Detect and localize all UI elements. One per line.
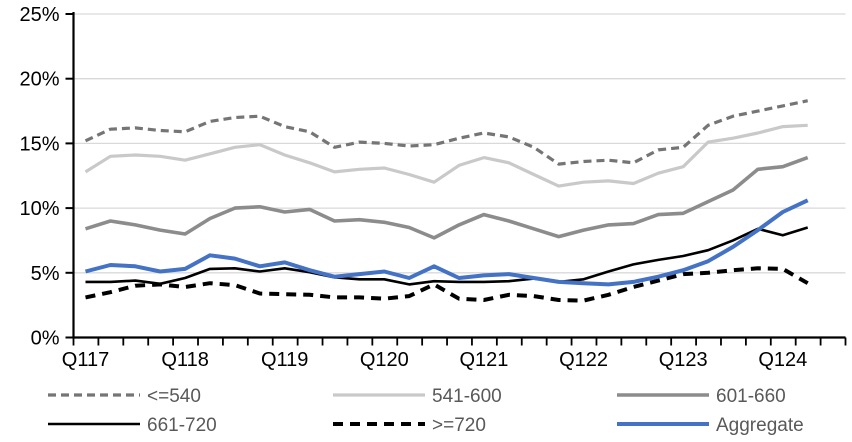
series-line-601-660 (84, 155, 809, 240)
y-tick-label-5: 5% (31, 263, 60, 285)
x-tick-label-Q122: Q122 (559, 349, 608, 371)
x-tick-label-Q121: Q121 (459, 349, 508, 371)
y-tick-label-0: 0% (31, 328, 60, 350)
x-tick-label-Q124: Q124 (758, 349, 807, 371)
x-tick-label-Q119: Q119 (261, 349, 308, 371)
x-tick-label-Q118: Q118 (161, 349, 208, 371)
legend-label-Aggregate: Aggregate (716, 415, 804, 436)
x-tick-label-Q120: Q120 (360, 349, 409, 371)
legend-label-661-720: 661-720 (147, 415, 217, 436)
x-tick-label-Q123: Q123 (659, 349, 708, 371)
x-tick-label-Q117: Q117 (62, 349, 109, 371)
series-line-661-720 (85, 226, 809, 286)
series-line->=720 (85, 266, 809, 303)
legend-label-<=540: <=540 (147, 386, 201, 407)
y-tick-label-25: 25% (19, 4, 59, 26)
y-tick-label-15: 15% (19, 133, 59, 155)
legend-label->=720: >=720 (432, 415, 486, 436)
legend-label-601-660: 601-660 (716, 386, 786, 407)
series-line-541-600 (84, 123, 808, 188)
series-line-<=540 (84, 99, 809, 166)
y-tick-label-10: 10% (19, 198, 59, 220)
series-line-Aggregate (84, 198, 809, 287)
legend-label-541-600: 541-600 (432, 386, 502, 407)
y-tick-label-20: 20% (19, 69, 59, 91)
